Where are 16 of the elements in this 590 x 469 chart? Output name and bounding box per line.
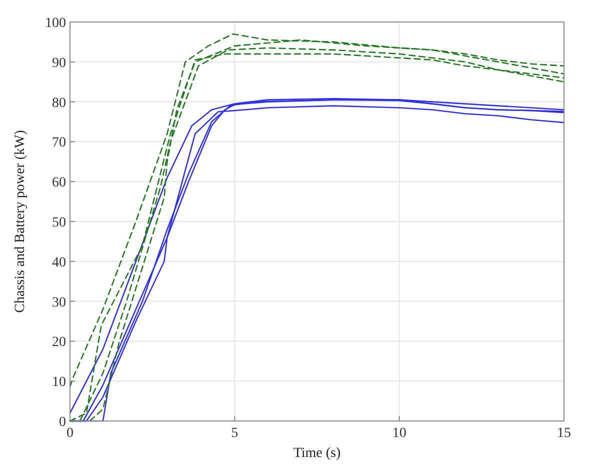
y-tick-label: 40 xyxy=(52,255,66,270)
x-axis-title: Time (s) xyxy=(293,446,341,461)
y-tick-label: 60 xyxy=(52,176,66,191)
y-tick-label: 30 xyxy=(52,295,66,310)
x-tick-label: 5 xyxy=(231,426,238,441)
y-tick-label: 80 xyxy=(52,96,66,111)
y-tick-label: 0 xyxy=(59,415,66,430)
x-tick-label: 10 xyxy=(392,426,406,441)
y-tick-label: 10 xyxy=(52,375,66,390)
y-tick-label: 100 xyxy=(45,16,66,31)
y-tick-label: 50 xyxy=(52,216,66,230)
y-tick-label: 70 xyxy=(52,136,66,151)
y-tick-label: 20 xyxy=(52,335,66,350)
y-axis-title: Chassis and Battery power (kW) xyxy=(13,130,28,313)
y-tick-label: 90 xyxy=(52,56,66,71)
x-tick-label: 15 xyxy=(557,426,571,441)
